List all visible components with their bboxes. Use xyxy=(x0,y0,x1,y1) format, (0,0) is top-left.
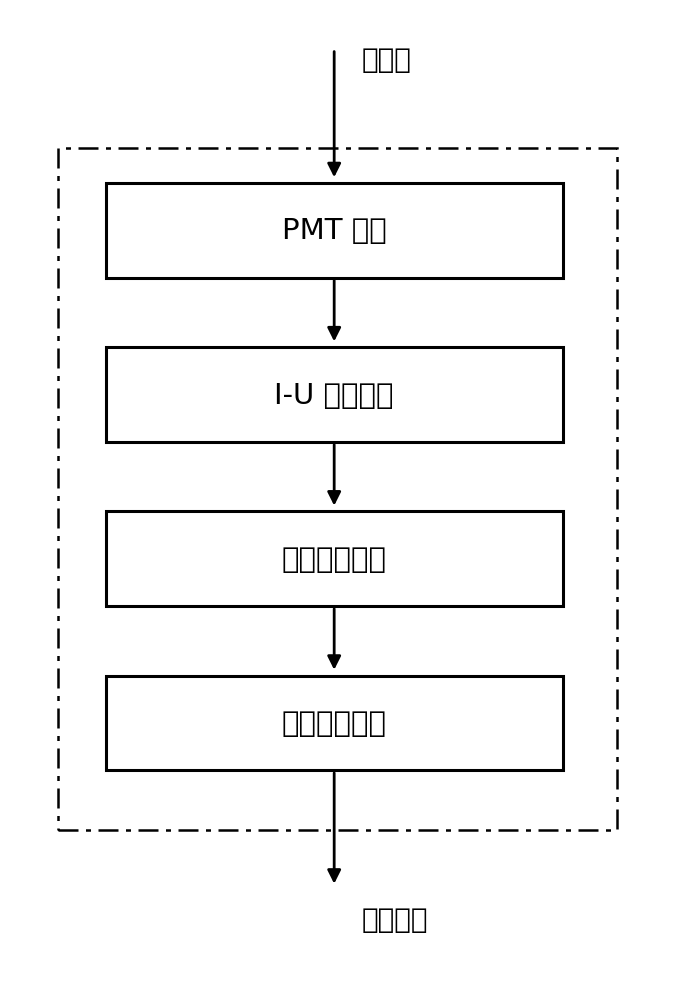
Text: 光信号: 光信号 xyxy=(361,46,411,74)
Bar xyxy=(106,512,563,606)
Text: 低通滤波电路: 低通滤波电路 xyxy=(282,545,387,574)
Text: I-U 转换电路: I-U 转换电路 xyxy=(274,381,394,410)
Text: 电压信号: 电压信号 xyxy=(361,906,428,933)
Bar xyxy=(106,676,563,770)
Text: PMT 阵列: PMT 阵列 xyxy=(282,217,387,246)
Bar xyxy=(106,348,563,442)
Text: 电压放大电路: 电压放大电路 xyxy=(282,709,387,738)
Bar xyxy=(58,149,617,830)
Bar xyxy=(106,184,563,278)
